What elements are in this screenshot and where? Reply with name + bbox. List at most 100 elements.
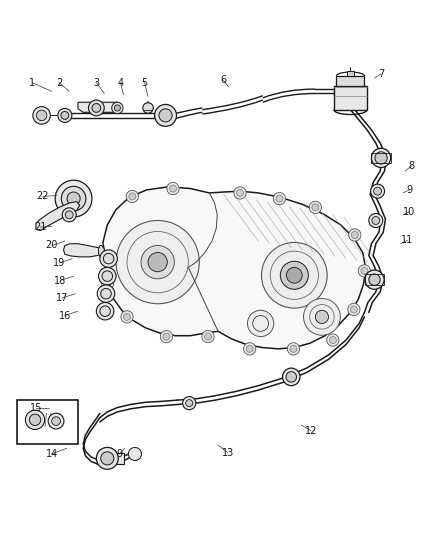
- Text: 9: 9: [406, 185, 413, 195]
- Circle shape: [351, 231, 358, 238]
- Circle shape: [283, 368, 300, 386]
- Text: 16: 16: [59, 311, 71, 320]
- Bar: [365, 274, 384, 285]
- Polygon shape: [78, 102, 117, 112]
- Circle shape: [88, 100, 104, 116]
- Polygon shape: [36, 201, 80, 231]
- Circle shape: [349, 229, 361, 241]
- Circle shape: [202, 330, 214, 343]
- Circle shape: [369, 214, 383, 228]
- Circle shape: [101, 452, 114, 465]
- Circle shape: [159, 109, 172, 122]
- Bar: [334, 86, 367, 110]
- Circle shape: [374, 187, 381, 195]
- Circle shape: [186, 400, 193, 407]
- Circle shape: [55, 180, 92, 217]
- Circle shape: [246, 345, 253, 352]
- Circle shape: [29, 414, 41, 425]
- Circle shape: [244, 343, 256, 355]
- Text: 10: 10: [403, 207, 416, 217]
- Circle shape: [247, 310, 274, 336]
- Text: 8: 8: [409, 161, 415, 171]
- Circle shape: [121, 311, 133, 323]
- Bar: [17, 400, 78, 444]
- Circle shape: [96, 447, 118, 469]
- Circle shape: [97, 285, 115, 302]
- Circle shape: [280, 261, 308, 289]
- Circle shape: [102, 271, 113, 281]
- Circle shape: [369, 274, 380, 285]
- Circle shape: [148, 253, 167, 272]
- Text: 12: 12: [305, 426, 317, 436]
- Text: 21: 21: [34, 222, 46, 232]
- Circle shape: [126, 190, 138, 203]
- Circle shape: [61, 111, 69, 119]
- Circle shape: [65, 211, 73, 219]
- Circle shape: [327, 334, 339, 346]
- Circle shape: [371, 148, 391, 167]
- Text: 18: 18: [54, 276, 67, 286]
- Circle shape: [61, 187, 86, 211]
- Circle shape: [287, 343, 300, 355]
- Circle shape: [276, 195, 283, 202]
- Text: 11: 11: [401, 235, 413, 245]
- Circle shape: [155, 104, 177, 126]
- Text: 1: 1: [29, 77, 35, 87]
- Polygon shape: [99, 246, 104, 257]
- Circle shape: [167, 182, 179, 195]
- Text: 22: 22: [37, 191, 49, 201]
- Circle shape: [348, 303, 360, 316]
- Text: 5: 5: [141, 77, 148, 87]
- Circle shape: [141, 246, 174, 279]
- Bar: [371, 152, 391, 163]
- Circle shape: [375, 152, 387, 164]
- Circle shape: [67, 192, 80, 205]
- Text: 9: 9: [116, 449, 122, 459]
- Circle shape: [329, 336, 336, 344]
- Circle shape: [160, 330, 173, 343]
- Circle shape: [129, 193, 136, 200]
- Circle shape: [372, 216, 380, 224]
- Text: 14: 14: [46, 449, 58, 459]
- Text: 17: 17: [56, 293, 68, 303]
- Circle shape: [261, 243, 327, 308]
- Bar: [347, 71, 354, 76]
- Circle shape: [101, 288, 111, 299]
- Circle shape: [25, 410, 45, 430]
- Text: 20: 20: [46, 240, 58, 251]
- Bar: [100, 453, 124, 464]
- Circle shape: [33, 107, 50, 124]
- Circle shape: [103, 253, 114, 264]
- Circle shape: [234, 187, 246, 199]
- Circle shape: [163, 333, 170, 340]
- Circle shape: [104, 280, 111, 287]
- Circle shape: [128, 447, 141, 461]
- Text: 4: 4: [117, 77, 124, 87]
- Circle shape: [170, 185, 177, 192]
- Circle shape: [101, 278, 113, 290]
- Circle shape: [116, 221, 199, 304]
- Circle shape: [309, 201, 321, 214]
- Circle shape: [143, 103, 153, 113]
- Circle shape: [315, 310, 328, 324]
- Circle shape: [114, 105, 120, 111]
- Text: 7: 7: [378, 69, 384, 79]
- Circle shape: [36, 110, 47, 120]
- Circle shape: [100, 250, 117, 268]
- Circle shape: [312, 204, 319, 211]
- Text: 19: 19: [53, 258, 65, 268]
- Text: 15: 15: [30, 402, 42, 413]
- Circle shape: [237, 189, 244, 197]
- Circle shape: [365, 270, 384, 289]
- Circle shape: [350, 306, 357, 313]
- Text: 6: 6: [220, 75, 226, 85]
- Text: 3: 3: [93, 77, 99, 87]
- Circle shape: [58, 108, 72, 123]
- Circle shape: [62, 208, 76, 222]
- Text: 13: 13: [222, 448, 234, 458]
- Circle shape: [112, 102, 123, 114]
- Circle shape: [92, 103, 101, 112]
- Circle shape: [183, 397, 196, 410]
- Circle shape: [100, 306, 110, 317]
- Circle shape: [205, 333, 212, 340]
